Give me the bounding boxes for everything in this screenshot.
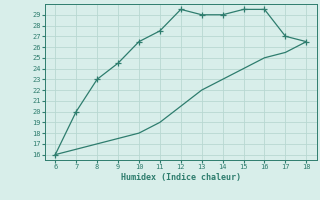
X-axis label: Humidex (Indice chaleur): Humidex (Indice chaleur) xyxy=(121,173,241,182)
